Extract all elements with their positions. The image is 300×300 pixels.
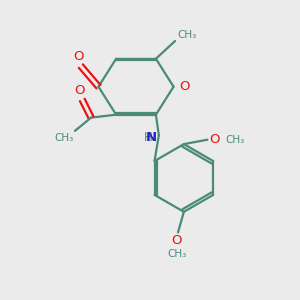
- Text: O: O: [171, 234, 182, 247]
- Text: O: O: [75, 84, 85, 97]
- Text: CH₃: CH₃: [54, 133, 74, 143]
- Text: O: O: [209, 133, 219, 146]
- Text: O: O: [73, 50, 84, 63]
- Text: CH₃: CH₃: [225, 135, 244, 145]
- Text: H: H: [144, 131, 152, 144]
- Text: CH₃: CH₃: [177, 30, 196, 40]
- Text: O: O: [179, 80, 189, 93]
- Text: N: N: [146, 131, 158, 144]
- Text: CH₃: CH₃: [167, 249, 186, 259]
